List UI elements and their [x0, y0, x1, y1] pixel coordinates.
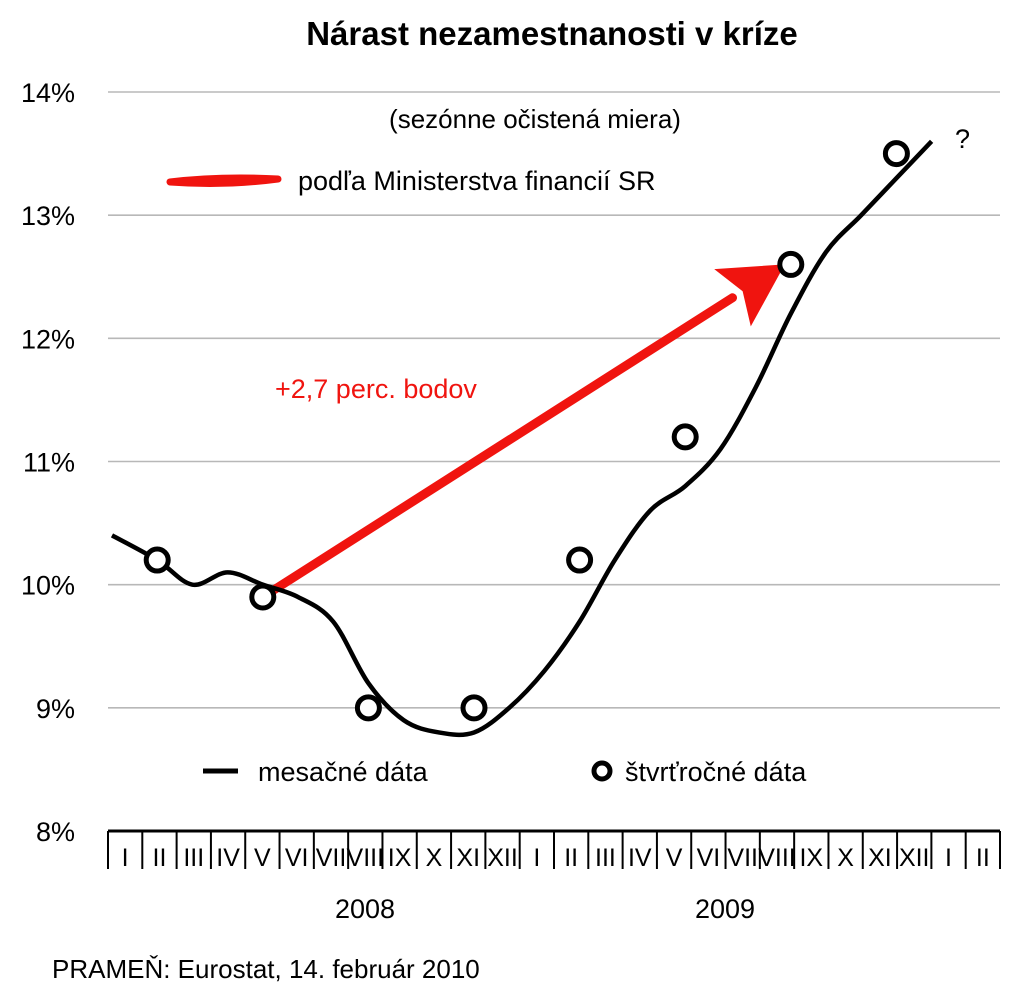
x-tick-label: II [153, 844, 167, 872]
legend-marker-entry: štvrťročné dáta [591, 757, 807, 787]
x-tick-label: III [183, 844, 204, 872]
x-tick-label: V [666, 844, 683, 872]
legend-arrow-label: podľa Ministerstva financií SR [298, 166, 656, 196]
x-tick-label: I [533, 844, 540, 872]
legend-marker-label: štvrťročné dáta [625, 757, 807, 787]
y-tick-label: 8% [36, 817, 75, 847]
quarterly-point [354, 694, 382, 722]
legend-line-entry: mesačné dáta [203, 757, 429, 787]
quarterly-point [460, 694, 488, 722]
quarterly-point [777, 250, 805, 278]
growth-annotation: +2,7 perc. bodov [275, 374, 477, 404]
quarterly-point [143, 546, 171, 574]
x-tick-label: VIII [347, 844, 385, 872]
x-tick-label: I [945, 844, 952, 872]
x-tick-label: I [122, 844, 129, 872]
x-tick-label: XI [456, 844, 480, 872]
y-tick-label: 14% [21, 78, 75, 108]
x-tick-label: VIII [758, 844, 796, 872]
y-tick-label: 13% [21, 201, 75, 231]
x-tick-label: VII [727, 844, 758, 872]
x-tick-label: III [595, 844, 616, 872]
chart-title: Nárast nezamestnanosti v kríze [306, 15, 798, 52]
quarterly-point [566, 546, 594, 574]
legend-marker-swatch [591, 760, 613, 782]
series-mesacne-data [110, 139, 934, 738]
source-note: PRAMEŇ: Eurostat, 14. február 2010 [52, 954, 480, 984]
year-label-2009: 2009 [695, 894, 755, 924]
year-label-2008: 2008 [335, 894, 395, 924]
x-tick-label: VII [316, 844, 347, 872]
quarterly-point [249, 583, 277, 611]
monthly-line [110, 139, 934, 738]
growth-arrow-shaft [258, 293, 738, 602]
question-mark-annotation: ? [955, 124, 970, 154]
gridlines [108, 91, 1000, 709]
x-axis-tick-labels: I II III IV V VI VII VIII IX X XI XII I II III IV V VI VII… [122, 844, 990, 872]
x-tick-label: II [976, 844, 990, 872]
x-tick-label: IX [799, 844, 823, 872]
chart-subtitle: (sezónne očistená miera) [389, 104, 681, 134]
x-tick-label: IV [628, 844, 652, 872]
y-tick-label: 12% [21, 324, 75, 354]
x-tick-label: XII [899, 844, 930, 872]
legend-line-label: mesačné dáta [258, 757, 429, 787]
x-tick-label: II [564, 844, 578, 872]
growth-arrow [258, 264, 785, 602]
growth-arrow-head [714, 264, 785, 327]
series-stvrtrocne-data [143, 140, 910, 722]
x-tick-label: X [426, 844, 443, 872]
x-tick-label: XII [487, 844, 518, 872]
x-tick-label: IV [216, 844, 240, 872]
x-tick-label: VI [697, 844, 721, 872]
x-tick-label: XI [868, 844, 892, 872]
quarterly-point [882, 140, 910, 168]
y-axis-ticks: 8% 9% 10% 11% 12% 13% 14% [21, 78, 75, 847]
x-axis-tick-marks [107, 831, 1001, 869]
x-tick-label: VI [285, 844, 309, 872]
x-tick-label: V [254, 844, 271, 872]
y-tick-label: 9% [36, 694, 75, 724]
y-tick-label: 11% [23, 448, 75, 478]
x-tick-label: X [837, 844, 854, 872]
legend-red-stroke [166, 174, 282, 187]
y-tick-label: 10% [21, 571, 75, 601]
legend-arrow-entry: podľa Ministerstva financií SR [166, 166, 656, 196]
quarterly-point [671, 423, 699, 451]
x-tick-label: IX [388, 844, 412, 872]
